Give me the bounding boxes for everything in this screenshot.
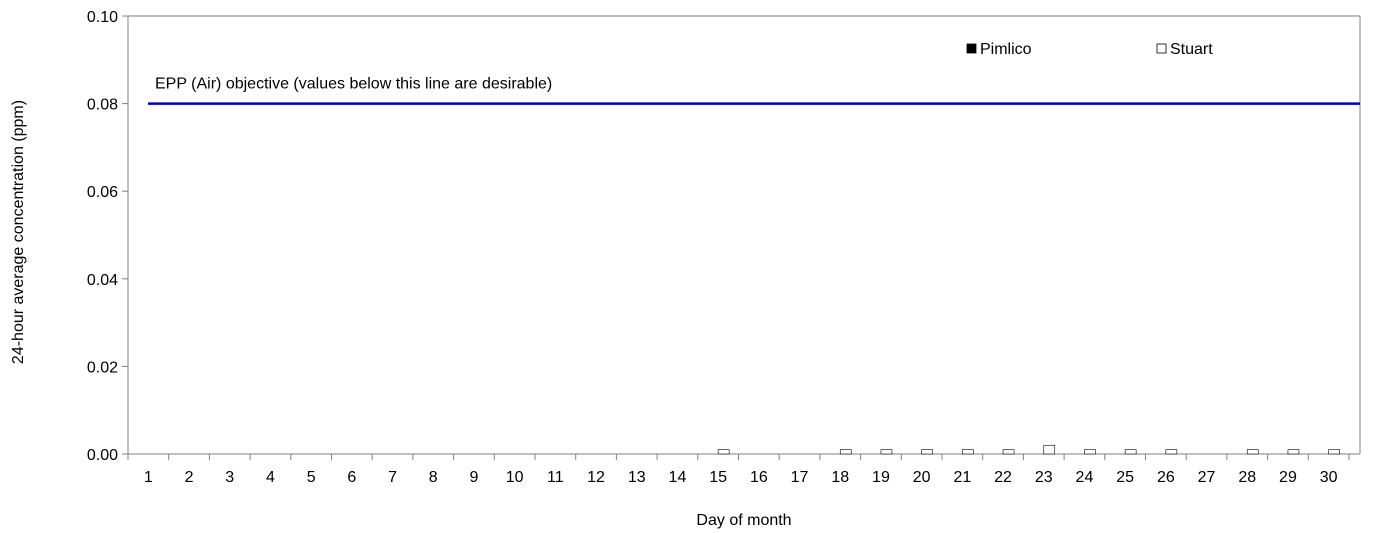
x-tick-label: 25 xyxy=(1116,469,1134,486)
x-tick-label: 23 xyxy=(1035,469,1053,486)
bar-stuart xyxy=(1328,449,1340,455)
bar-stuart xyxy=(962,449,974,455)
bar-stuart xyxy=(1246,449,1259,455)
x-tick-label: 6 xyxy=(347,469,356,486)
x-tick-label: 7 xyxy=(388,469,397,486)
y-tick-label: 0.00 xyxy=(87,447,118,464)
bar-stuart xyxy=(1043,444,1056,455)
legend-label-stuart: Stuart xyxy=(1170,41,1213,58)
x-tick-label: 17 xyxy=(791,469,809,486)
bar-stuart xyxy=(839,449,852,455)
reference-line-label: EPP (Air) objective (values below this l… xyxy=(155,76,552,93)
y-tick-label: 0.04 xyxy=(87,272,118,289)
y-tick-label: 0.10 xyxy=(87,9,118,26)
x-axis-label: Day of month xyxy=(696,512,791,529)
bars xyxy=(717,444,1340,455)
y-tick-label: 0.06 xyxy=(87,184,118,201)
x-tick-label: 13 xyxy=(628,469,646,486)
legend-label-pimlico: Pimlico xyxy=(980,41,1032,58)
x-tick-label: 30 xyxy=(1320,469,1338,486)
x-tick-label: 22 xyxy=(994,469,1012,486)
y-tick-label: 0.08 xyxy=(87,97,118,114)
x-tick-label: 4 xyxy=(266,469,275,486)
x-tick-label: 2 xyxy=(185,469,194,486)
x-tick-label: 12 xyxy=(587,469,605,486)
x-tick-label: 19 xyxy=(872,469,890,486)
x-tick-label: 9 xyxy=(469,469,478,486)
x-tick-label: 28 xyxy=(1238,469,1256,486)
x-tick-label: 5 xyxy=(307,469,316,486)
bar-stuart xyxy=(1287,449,1300,455)
y-tick-label: 0.02 xyxy=(87,359,118,376)
x-tick-label: 8 xyxy=(429,469,438,486)
bar-stuart xyxy=(1084,449,1096,455)
y-tick-labels: 0.00 0.02 0.04 0.06 0.08 0.10 xyxy=(87,9,118,464)
reference-line-group: EPP (Air) objective (values below this l… xyxy=(148,76,1360,105)
x-tick-label: 20 xyxy=(913,469,931,486)
x-tick-label: 24 xyxy=(1076,469,1094,486)
bar-stuart xyxy=(1124,449,1137,455)
legend-swatch-stuart xyxy=(1156,43,1167,54)
x-tick-label: 29 xyxy=(1279,469,1297,486)
x-tick-label: 27 xyxy=(1198,469,1216,486)
bar-stuart xyxy=(1002,449,1015,455)
x-tick-label: 11 xyxy=(547,469,564,486)
x-tick-label: 3 xyxy=(225,469,234,486)
x-tick-label: 26 xyxy=(1157,469,1175,486)
bar-stuart xyxy=(1165,449,1178,455)
bar-stuart xyxy=(880,449,893,455)
axes xyxy=(122,15,1361,460)
bar-stuart xyxy=(717,449,730,455)
x-tick-label: 18 xyxy=(831,469,849,486)
x-tick-label: 10 xyxy=(506,469,524,486)
bar-stuart xyxy=(921,449,933,455)
x-tick-label: 14 xyxy=(669,469,687,486)
y-axis-label: 24-hour average concentration (ppm) xyxy=(10,100,27,364)
x-tick-label: 15 xyxy=(709,469,727,486)
x-tick-labels: 1 2 3 4 5 6 7 8 9 10 11 12 13 14 15 16 17 18 19 20 21 22 23 24 2… xyxy=(144,469,1338,486)
legend: Pimlico Stuart xyxy=(966,41,1213,58)
x-tick-label: 16 xyxy=(750,469,768,486)
x-tick-label: 21 xyxy=(953,469,971,486)
legend-swatch-pimlico xyxy=(966,43,977,54)
x-tick-label: 1 xyxy=(144,469,153,486)
